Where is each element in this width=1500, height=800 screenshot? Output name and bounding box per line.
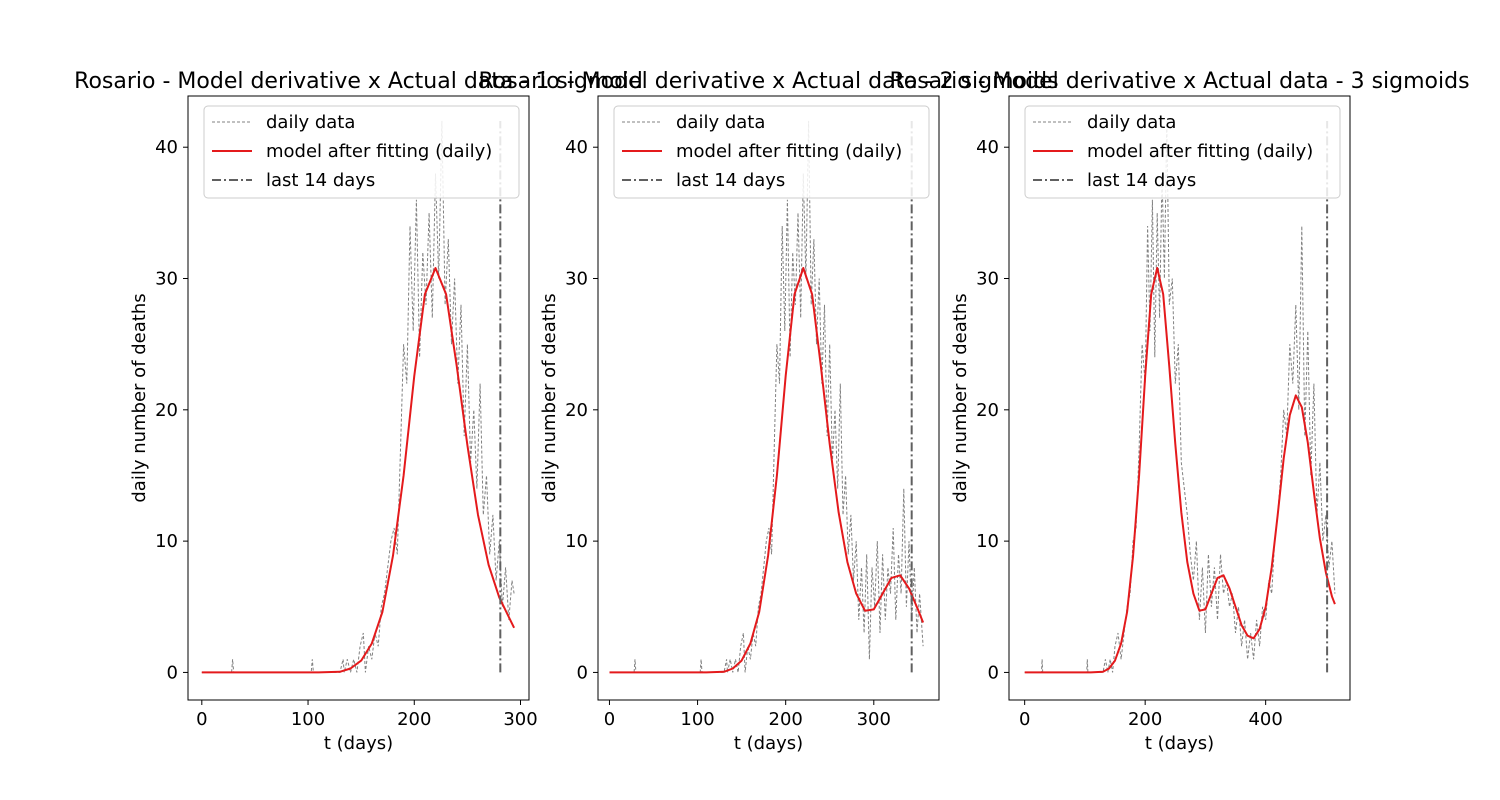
x-tick-label: 0 bbox=[1019, 709, 1030, 730]
y-axis-label: daily number of deaths bbox=[950, 293, 971, 502]
legend-label: model after fitting (daily) bbox=[266, 141, 492, 162]
model-fit-line bbox=[609, 267, 925, 674]
y-tick-label: 30 bbox=[976, 269, 999, 290]
x-tick-label: 300 bbox=[857, 709, 891, 730]
chart-title: Rosario - Model derivative x Actual data… bbox=[478, 69, 1058, 94]
x-tick-label: 200 bbox=[1128, 709, 1162, 730]
x-tick-label: 200 bbox=[769, 709, 803, 730]
legend-label: last 14 days bbox=[1087, 170, 1196, 191]
model-fit-line bbox=[1024, 267, 1336, 674]
x-tick-label: 0 bbox=[196, 709, 207, 730]
y-tick-label: 40 bbox=[976, 137, 999, 158]
model-fit-line bbox=[201, 267, 515, 674]
legend-label: model after fitting (daily) bbox=[1087, 141, 1313, 162]
y-tick-label: 0 bbox=[167, 662, 178, 683]
x-tick-label: 100 bbox=[680, 709, 714, 730]
y-tick-label: 40 bbox=[565, 137, 588, 158]
legend-label: daily data bbox=[266, 112, 355, 133]
y-tick-label: 10 bbox=[976, 531, 999, 552]
y-tick-label: 40 bbox=[155, 137, 178, 158]
legend-box bbox=[203, 105, 520, 199]
y-tick-label: 10 bbox=[155, 531, 178, 552]
subplot-3-sigmoids: 0 200 400 0 10 20 30 40 t (days) daily number of … bbox=[889, 69, 1469, 754]
y-tick-label: 30 bbox=[565, 269, 588, 290]
x-tick-label: 400 bbox=[1248, 709, 1282, 730]
y-tick-label: 0 bbox=[988, 662, 999, 683]
legend-label: last 14 days bbox=[266, 170, 375, 191]
y-tick-label: 20 bbox=[155, 400, 178, 421]
chart-title: Rosario - Model derivative x Actual data… bbox=[889, 69, 1469, 94]
legend-box bbox=[1024, 105, 1341, 199]
y-axis-label: daily number of deaths bbox=[539, 293, 560, 502]
legend-box bbox=[613, 105, 930, 199]
chart-title: Rosario - Model derivative x Actual data… bbox=[74, 69, 643, 94]
legend-label: daily data bbox=[1087, 112, 1176, 133]
legend-label: daily data bbox=[676, 112, 765, 133]
y-tick-label: 10 bbox=[565, 531, 588, 552]
plot-frame bbox=[187, 95, 530, 701]
legend-label: model after fitting (daily) bbox=[676, 141, 902, 162]
legend-label: last 14 days bbox=[676, 170, 785, 191]
x-axis-label: t (days) bbox=[1145, 733, 1214, 754]
x-tick-label: 300 bbox=[503, 709, 537, 730]
x-axis-label: t (days) bbox=[734, 733, 803, 754]
y-axis-label: daily number of deaths bbox=[129, 293, 150, 502]
y-tick-label: 20 bbox=[976, 400, 999, 421]
daily-data-line bbox=[609, 120, 924, 673]
daily-data-line bbox=[201, 120, 515, 673]
plot-frame bbox=[1008, 95, 1351, 701]
y-tick-label: 30 bbox=[155, 269, 178, 290]
x-tick-label: 0 bbox=[604, 709, 615, 730]
x-tick-label: 200 bbox=[397, 709, 431, 730]
x-tick-label: 100 bbox=[291, 709, 325, 730]
plot-frame bbox=[597, 95, 940, 701]
y-tick-label: 20 bbox=[565, 400, 588, 421]
x-axis-label: t (days) bbox=[324, 733, 393, 754]
y-tick-label: 0 bbox=[577, 662, 588, 683]
